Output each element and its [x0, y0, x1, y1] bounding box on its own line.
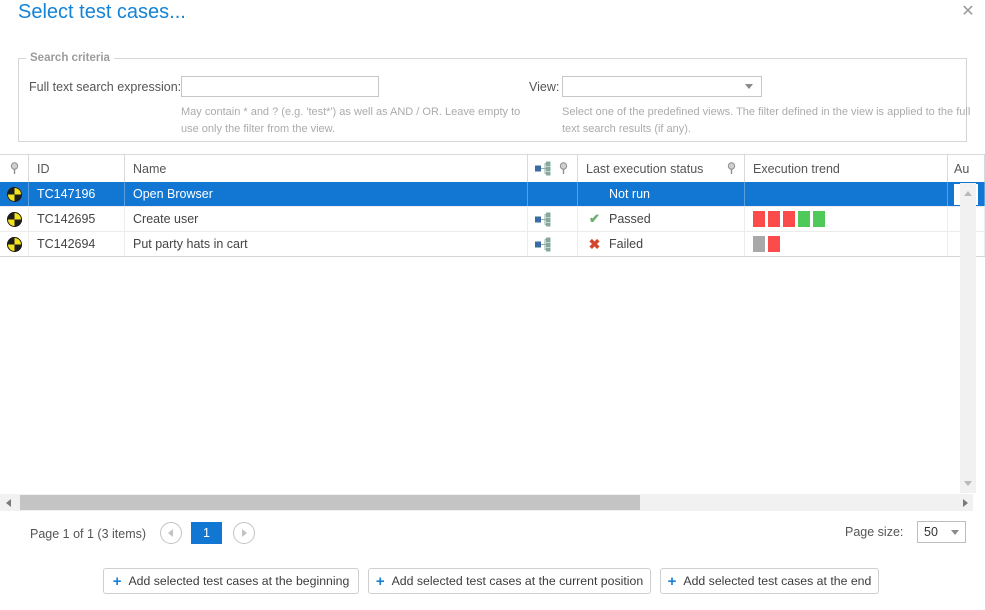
cell-name: Put party hats in cart: [125, 232, 528, 256]
page-size-label: Page size:: [845, 525, 904, 539]
horizontal-scroll-thumb[interactable]: [20, 495, 640, 510]
hierarchy-icon: [535, 161, 551, 176]
page-size-value: 50: [924, 525, 938, 539]
current-page-button[interactable]: 1: [191, 522, 222, 544]
header-links[interactable]: [528, 155, 578, 182]
vertical-scrollbar[interactable]: [960, 183, 976, 493]
trend-square-red: [783, 211, 795, 227]
scroll-right-icon[interactable]: [957, 494, 973, 511]
cell-links: [528, 182, 578, 206]
add-at-beginning-button[interactable]: + Add selected test cases at the beginni…: [103, 568, 359, 594]
chevron-down-icon: [951, 529, 959, 535]
trend-square-red: [753, 211, 765, 227]
dialog-title: Select test cases...: [18, 1, 186, 23]
header-execution-trend[interactable]: Execution trend: [745, 155, 948, 182]
header-automation[interactable]: Au: [948, 155, 985, 182]
cell-links: [528, 207, 578, 231]
trend-square-green: [813, 211, 825, 227]
table-row-tc147196[interactable]: TC147196 Open Browser Not run: [0, 182, 985, 207]
view-hint: Select one of the predefined views. The …: [562, 106, 971, 135]
view-dropdown[interactable]: [562, 76, 762, 97]
table-row-tc142695[interactable]: TC142695 Create user Passed: [0, 207, 985, 232]
fulltext-search-label: Full text search expression:: [29, 80, 182, 94]
test-case-icon: [6, 236, 22, 252]
close-icon[interactable]: ✕: [961, 3, 975, 20]
next-page-button[interactable]: [233, 522, 255, 544]
plus-icon: +: [112, 572, 122, 590]
trend-square-red: [768, 236, 780, 252]
chevron-down-icon: [745, 84, 753, 89]
filter-pin-icon: [727, 161, 736, 174]
header-name[interactable]: Name: [125, 155, 528, 182]
trend-square-green: [798, 211, 810, 227]
passed-check-icon: [586, 211, 603, 227]
view-label: View:: [529, 80, 560, 94]
cell-name: Open Browser: [125, 182, 528, 206]
trend-square-gray: [753, 236, 765, 252]
test-case-grid: ID Name Last execution status: [0, 154, 985, 257]
header-pin-cell[interactable]: [0, 155, 29, 182]
cell-trend: [745, 207, 948, 231]
plus-icon: +: [375, 572, 385, 590]
cell-status: Failed: [578, 232, 745, 256]
cell-id: TC147196: [29, 182, 125, 206]
filter-pin-icon: [559, 161, 568, 174]
search-criteria-group: Search criteria Full text search express…: [18, 52, 970, 142]
header-id[interactable]: ID: [29, 155, 125, 182]
page-size-dropdown[interactable]: 50: [917, 521, 966, 543]
search-criteria-legend: Search criteria: [30, 52, 110, 64]
scroll-down-icon[interactable]: [960, 475, 976, 491]
cell-links: [528, 232, 578, 256]
cell-name: Create user: [125, 207, 528, 231]
fulltext-search-input[interactable]: [181, 76, 379, 97]
cell-id: TC142695: [29, 207, 125, 231]
add-at-current-position-button[interactable]: + Add selected test cases at the current…: [368, 568, 651, 594]
cell-trend: [745, 182, 948, 206]
pager-summary: Page 1 of 1 (3 items): [30, 527, 147, 541]
cell-status: Not run: [578, 182, 745, 206]
test-case-icon: [6, 211, 22, 227]
plus-icon: +: [667, 572, 677, 590]
cell-status: Passed: [578, 207, 745, 231]
horizontal-scrollbar[interactable]: [0, 494, 973, 511]
hierarchy-icon: [535, 237, 551, 251]
table-row-tc142694[interactable]: TC142694 Put party hats in cart Failed: [0, 232, 985, 257]
failed-cross-icon: [586, 236, 603, 253]
hierarchy-icon: [535, 212, 551, 226]
scroll-left-icon[interactable]: [0, 494, 16, 511]
filter-pin-icon: [10, 161, 18, 174]
grid-header-row: ID Name Last execution status: [0, 154, 985, 182]
cell-trend: [745, 232, 948, 256]
cell-id: TC142694: [29, 232, 125, 256]
fulltext-search-hint: May contain * and ? (e.g. 'test*') as we…: [181, 106, 521, 135]
trend-square-red: [768, 211, 780, 227]
header-last-execution-status[interactable]: Last execution status: [578, 155, 745, 182]
scroll-up-icon[interactable]: [960, 185, 976, 201]
prev-page-button[interactable]: [160, 522, 182, 544]
test-case-icon: [6, 186, 22, 202]
add-at-end-button[interactable]: + Add selected test cases at the end: [660, 568, 879, 594]
